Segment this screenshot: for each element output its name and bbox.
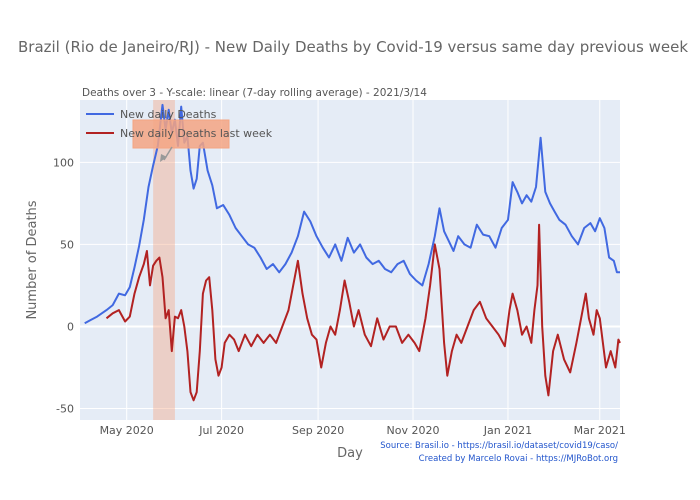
x-tick-label: Mar 2021 [574,424,626,437]
plot-area [80,100,620,420]
y-tick-label: -50 [56,403,74,416]
y-axis-label: Number of Deaths [25,200,40,319]
chart-subtitle: Deaths over 3 - Y-scale: linear (7-day r… [82,87,427,99]
highlight-band [153,100,175,420]
annotation [132,119,230,162]
x-tick-label: Jan 2021 [483,424,532,437]
x-axis-label: Day [337,446,363,461]
y-tick-label: 100 [53,156,74,169]
annotation-box [132,119,230,149]
y-tick-label: 0 [67,320,74,333]
legend-label-last-week[interactable]: New daily Deaths last week [120,127,273,140]
legend-label-new-daily[interactable]: New daily Deaths [120,108,217,121]
chart-title: Brazil (Rio de Janeiro/RJ) - New Daily D… [18,38,688,56]
x-tick-label: Jul 2020 [198,424,244,437]
legend[interactable]: New daily Deaths New daily Deaths last w… [86,108,273,140]
source-line-2: Created by Marcelo Rovai - https://MJRoB… [419,454,618,464]
highlight-band-rect [153,100,175,420]
y-tick-label: 50 [60,238,74,251]
annotation-arrowhead [160,154,167,162]
series-line-last-week[interactable] [105,223,621,402]
x-tick-label: May 2020 [100,424,154,437]
source-line-1: Source: Brasil.io - https://brasil.io/da… [380,441,618,451]
x-tick-label: Sep 2020 [292,424,344,437]
x-tick-label: Nov 2020 [387,424,440,437]
x-tick-labels: May 2020 Jul 2020 Sep 2020 Nov 2020 Jan 2021… [100,424,626,437]
y-tick-labels: -50 0 50 100 [53,156,74,415]
